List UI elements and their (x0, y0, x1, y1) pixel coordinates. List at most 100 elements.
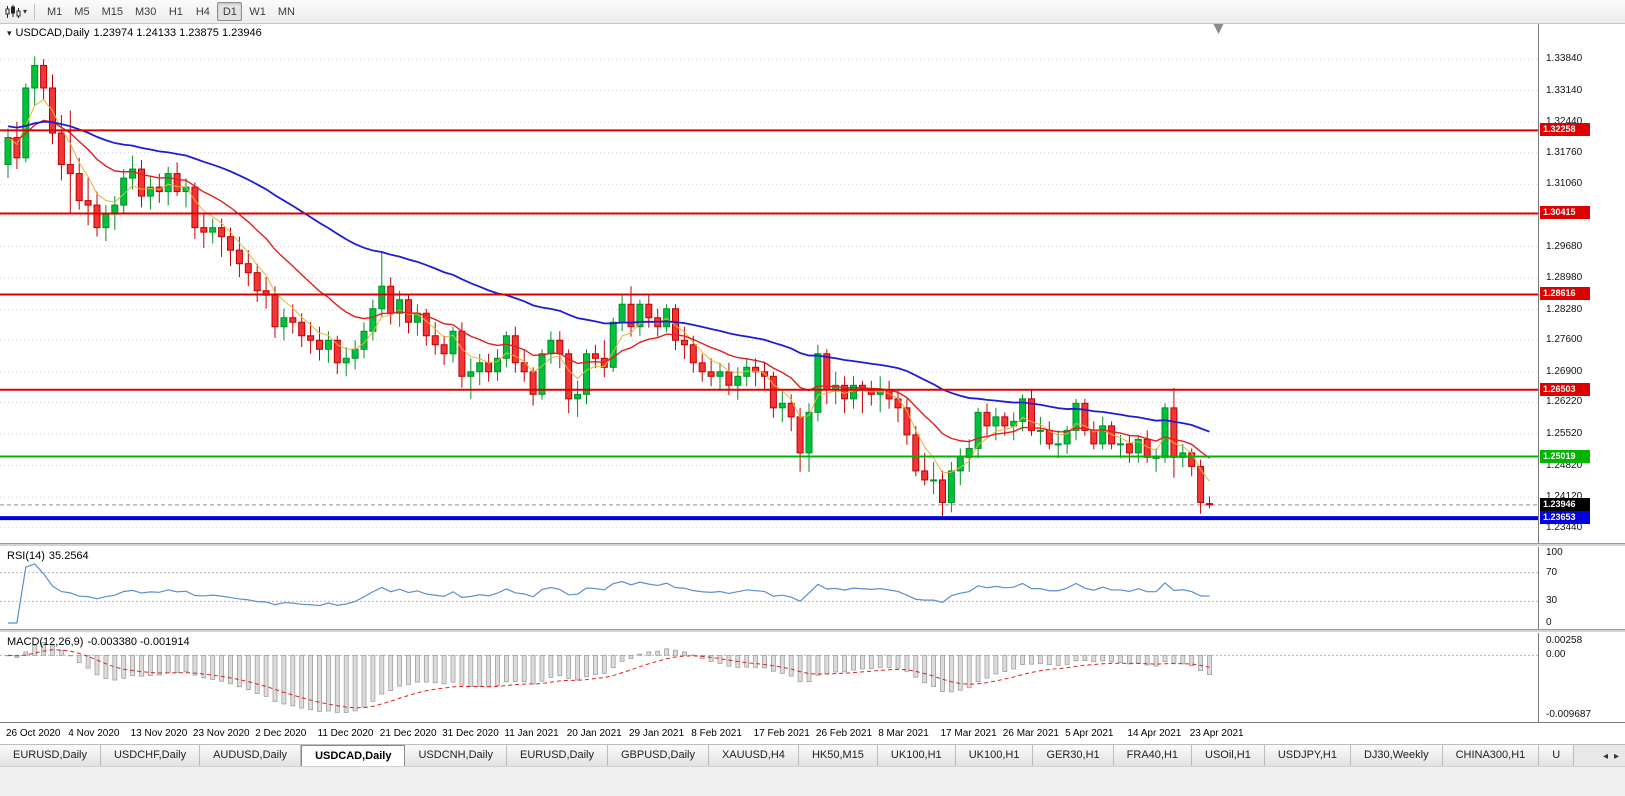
rsi-label: RSI(14) (7, 550, 45, 562)
hline-price-box: 1.32258 (1540, 123, 1590, 137)
price-axis-label: 1.28280 (1546, 303, 1583, 315)
time-axis-label: 14 Apr 2021 (1127, 728, 1182, 739)
price-axis[interactable]: 1.338401.331401.324401.317601.310601.303… (1538, 24, 1625, 722)
chart-tab-uk100-h1[interactable]: UK100,H1 (877, 745, 956, 767)
time-axis-label: 8 Feb 2021 (691, 728, 742, 739)
hline-price-box: 1.26503 (1540, 382, 1590, 396)
price-axis-label: 1.31060 (1546, 178, 1583, 190)
macd-label: MACD(12,26,9) (7, 636, 84, 648)
chart-type-icon[interactable] (5, 4, 21, 19)
timeframe-button-m5[interactable]: M5 (74, 6, 90, 18)
rsi-indicator-panel: RSI(14) 35.2564 (0, 547, 1538, 629)
chart-tab-hk50-m15[interactable]: HK50,M15 (798, 745, 878, 767)
one-click-trading-arrow-icon[interactable]: ▾ (7, 28, 12, 38)
macd-axis-label: 0.00 (1546, 649, 1566, 661)
chart-type-dropdown-icon[interactable]: ▾ (23, 7, 28, 16)
timeframe-button-mn[interactable]: MN (277, 6, 295, 18)
rsi-axis-label: 0 (1546, 617, 1552, 628)
chart-tab-usdchf-daily[interactable]: USDCHF,Daily (100, 745, 201, 767)
macd-indicator-panel: MACD(12,26,9) -0.003380 -0.001914 (0, 633, 1538, 722)
price-axis-label: 1.25520 (1546, 427, 1583, 439)
rsi-axis-label: 70 (1546, 566, 1558, 578)
timeframe-button-m30[interactable]: M30 (134, 6, 157, 18)
time-axis-label: 13 Nov 2020 (130, 728, 188, 739)
timeframe-button-w1[interactable]: W1 (249, 6, 266, 18)
tab-scroll-left-icon[interactable]: ◂ (1602, 750, 1608, 762)
ma-slow-line (7, 120, 1210, 433)
time-axis-label: 31 Dec 2020 (442, 728, 499, 739)
time-axis-label: 29 Jan 2021 (629, 728, 685, 739)
chart-tab-dj30-weekly[interactable]: DJ30,Weekly (1350, 745, 1443, 767)
main-chart-canvas[interactable] (0, 24, 1538, 543)
time-axis-label: 23 Apr 2021 (1189, 728, 1244, 739)
price-axis-label: 1.23440 (1546, 521, 1583, 533)
chart-ohlc-values: 1.23974 1.24133 1.23875 1.23946 (93, 27, 262, 39)
chart-tab-usoil-h1[interactable]: USOil,H1 (1192, 745, 1265, 767)
hline-price-box: 1.30415 (1540, 206, 1590, 220)
timeframe-toolbar: ▾ M1 M5 M15 M30 H1 H4 D1 W1 MN (0, 0, 1625, 24)
rsi-axis-label: 30 (1546, 595, 1558, 607)
timeframe-button-h1[interactable]: H1 (168, 6, 183, 18)
chart-tab-u[interactable]: U (1539, 745, 1575, 767)
macd-signal-line (7, 649, 1210, 709)
tab-scroll-controls: ◂ ▸ (1599, 745, 1622, 767)
chart-tab-usdcad-daily[interactable]: USDCAD,Daily (301, 745, 406, 767)
time-axis-label: 21 Dec 2020 (379, 728, 437, 739)
chart-tab-usdjpy-h1[interactable]: USDJPY,H1 (1264, 745, 1351, 767)
rsi-value: 35.2564 (48, 550, 89, 562)
candlestick-series (4, 56, 1213, 519)
chart-tab-bar: EURUSD,Daily USDCHF,Daily AUDUSD,Daily USDC… (0, 744, 1625, 767)
chart-tab-uk100-h1[interactable]: UK100,H1 (955, 745, 1034, 767)
time-axis-label: 26 Feb 2021 (815, 728, 873, 739)
macd-axis-label: -0.009687 (1546, 709, 1592, 720)
hline-price-box: 1.25019 (1540, 449, 1590, 463)
chart-tab-eurusd-daily[interactable]: EURUSD,Daily (507, 745, 608, 767)
hline-price-box: 1.23653 (1540, 511, 1590, 525)
price-axis-label: 1.26900 (1546, 365, 1583, 377)
time-axis-label: 17 Mar 2021 (940, 728, 997, 739)
timeframe-button-m1[interactable]: M1 (47, 6, 63, 18)
rsi-canvas[interactable] (0, 547, 1538, 629)
chart-tab-xauusd-h4[interactable]: XAUUSD,H4 (708, 745, 799, 767)
main-chart-panel: ▾ USDCAD,Daily 1.23974 1.24133 1.23875 1.2… (0, 24, 1538, 543)
time-axis-label: 26 Mar 2021 (1002, 728, 1059, 739)
time-axis[interactable]: 26 Oct 2020 4 Nov 2020 13 Nov 2020 23 Nov 2… (0, 722, 1625, 744)
chart-tab-ger30-h1[interactable]: GER30,H1 (1033, 745, 1114, 767)
timeframe-button-d1[interactable]: D1 (217, 2, 243, 21)
macd-canvas[interactable] (0, 633, 1538, 722)
time-axis-label: 11 Dec 2020 (317, 728, 374, 739)
timeframe-button-h4[interactable]: H4 (195, 6, 210, 18)
timeframe-buttons: M1 M5 M15 M30 H1 H4 D1 W1 MN (41, 2, 301, 21)
time-axis-label: 17 Feb 2021 (753, 728, 810, 739)
chart-tabs: EURUSD,Daily USDCHF,Daily AUDUSD,Daily USDC… (0, 745, 1592, 767)
chart-symbol-period: USDCAD,Daily (15, 27, 90, 39)
price-axis-label: 1.32440 (1546, 116, 1583, 128)
rsi-line (8, 563, 1210, 624)
panel-splitter[interactable] (0, 543, 1625, 547)
chart-tab-audusd-daily[interactable]: AUDUSD,Daily (200, 745, 302, 767)
ma-mid-line (7, 119, 1210, 459)
panel-splitter[interactable] (0, 629, 1625, 633)
rsi-axis-label: 100 (1546, 547, 1563, 558)
bid-price-box: 1.23946 (1540, 497, 1590, 511)
chart-tab-usdcnh-daily[interactable]: USDCNH,Daily (405, 745, 508, 767)
status-bar (0, 766, 1625, 796)
price-axis-label: 1.28980 (1546, 272, 1583, 284)
chart-shift-marker[interactable] (1213, 24, 1224, 34)
price-axis-label: 1.24820 (1546, 459, 1583, 471)
price-axis-label: 1.31760 (1546, 146, 1583, 158)
macd-title: MACD(12,26,9) -0.003380 -0.001914 (7, 636, 194, 648)
timeframe-button-m15[interactable]: M15 (101, 6, 123, 18)
tab-scroll-right-icon[interactable]: ▸ (1613, 750, 1619, 762)
time-axis-label: 11 Jan 2021 (504, 728, 559, 739)
chart-tab-gbpusd-daily[interactable]: GBPUSD,Daily (608, 745, 709, 767)
time-axis-label: 20 Jan 2021 (566, 728, 622, 739)
price-axis-label: 1.27600 (1546, 334, 1583, 346)
chart-tab-fra40-h1[interactable]: FRA40,H1 (1113, 745, 1193, 767)
price-axis-label: 1.24120 (1546, 491, 1583, 503)
chart-tab-eurusd-daily[interactable]: EURUSD,Daily (0, 745, 101, 767)
chart-tab-china300-h1[interactable]: CHINA300,H1 (1442, 745, 1540, 767)
price-axis-label: 1.33140 (1546, 84, 1583, 96)
time-axis-label: 23 Nov 2020 (192, 728, 250, 739)
